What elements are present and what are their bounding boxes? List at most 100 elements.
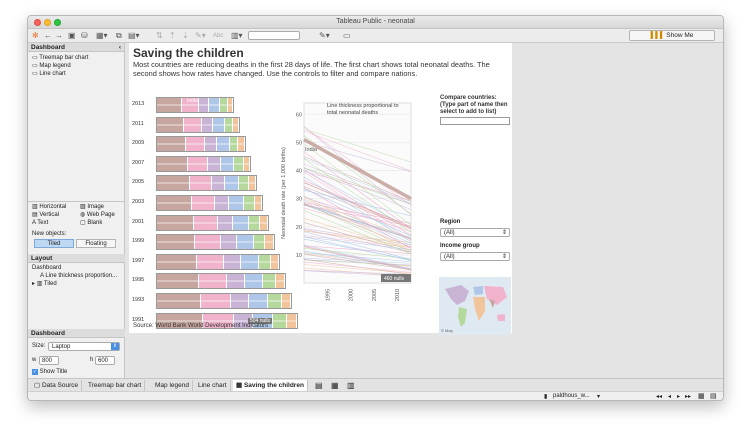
object-blank[interactable]: ▢ Blank [80,220,103,226]
treemap-segment[interactable] [157,156,188,171]
sheet-item-treemap[interactable]: ▭ Treemap bar chart [32,55,89,61]
country-line[interactable] [303,236,412,261]
treemap-segment[interactable] [220,98,228,112]
country-line[interactable] [303,182,412,229]
labels-icon[interactable]: Abc [213,33,224,39]
treemap-nulls-indicator[interactable]: 504 nulls [248,317,273,324]
minimize-window-button[interactable] [44,19,51,26]
treemap-segment[interactable] [227,274,246,289]
close-section-icon[interactable]: ‹ [118,44,121,51]
treemap-segment[interactable] [191,196,215,210]
country-line[interactable] [303,210,412,255]
treemap-segment[interactable] [239,176,250,191]
treemap-segment[interactable] [201,294,231,308]
back-icon[interactable]: ← [44,31,52,40]
treemap-segment[interactable] [233,313,254,328]
next-page-icon[interactable]: ▸ [677,394,681,400]
show-me-button[interactable]: ▌▌▌ Show Me [629,30,715,41]
object-text[interactable]: A Text [32,220,49,226]
fix-axes-icon[interactable]: ▥▾ [231,31,243,40]
country-line[interactable] [303,141,412,173]
chevron-right-icon[interactable]: ▸ [32,281,36,287]
treemap-segment[interactable] [230,294,250,308]
country-line[interactable] [303,187,412,249]
treemap-segment[interactable] [198,98,210,112]
country-line[interactable] [303,259,412,266]
close-window-button[interactable] [34,19,41,26]
treemap-segment[interactable] [245,274,264,289]
fit-select[interactable] [248,31,300,40]
treemap-segment[interactable] [157,235,196,250]
region-select[interactable]: (All) ⇕ [440,228,510,237]
treemap-segment[interactable] [241,254,259,269]
new-worksheet-icon[interactable]: ▤ [315,381,323,390]
treemap-segment[interactable] [213,117,225,132]
country-line[interactable] [303,157,412,204]
map-legend[interactable]: © Map [439,277,511,335]
country-line[interactable] [303,156,412,202]
country-line[interactable] [303,171,412,201]
prev-page-icon[interactable]: ◂ [668,394,672,400]
treemap-segment[interactable] [201,117,214,132]
tab-saving-the-children[interactable]: ▦ Saving the children [233,380,308,391]
layout-item-tiled[interactable]: ▸ ▥ Tiled [32,281,57,287]
treemap-segment[interactable] [224,254,242,269]
sheet-item-map-legend[interactable]: ▭ Map legend [32,63,71,69]
treemap-segment[interactable] [195,235,222,250]
country-line[interactable] [303,182,412,227]
size-select[interactable]: Laptop ⇕ [48,342,120,351]
treemap-segment[interactable] [225,176,240,191]
country-line[interactable] [303,151,412,230]
country-line[interactable] [303,245,412,270]
treemap-segment[interactable] [286,313,297,328]
country-line[interactable] [303,261,412,273]
list-view-icon[interactable]: ▤ [710,393,717,400]
country-line[interactable] [303,143,412,226]
country-line[interactable] [303,252,412,262]
country-line[interactable] [303,188,412,237]
treemap-segment[interactable] [243,156,251,171]
treemap-bar[interactable] [156,234,275,251]
treemap-segment[interactable] [249,294,269,308]
treemap-segment[interactable] [248,215,261,230]
country-line[interactable] [303,186,412,229]
country-line[interactable] [303,204,412,239]
treemap-segment[interactable] [157,176,190,191]
country-line[interactable] [303,231,412,260]
treemap-bar[interactable] [156,312,298,329]
treemap-segment[interactable] [260,215,268,230]
treemap-segment[interactable] [217,137,230,152]
country-line[interactable] [303,199,412,246]
treemap-bar[interactable] [156,175,258,192]
last-page-icon[interactable]: ▸▸ [685,394,692,400]
country-line[interactable] [303,218,412,251]
treemap-segment[interactable] [157,137,186,152]
treemap-segment[interactable] [157,98,183,112]
treemap-segment[interactable] [221,235,238,250]
treemap-bar[interactable] [156,253,281,270]
user-menu[interactable]: paldhous_w... [553,393,590,399]
country-line[interactable] [303,169,412,236]
maximize-window-button[interactable] [54,19,61,26]
treemap-bar[interactable] [156,214,269,231]
country-line[interactable] [303,228,412,253]
tab-line-chart[interactable]: Line chart [195,380,231,391]
treemap-segment[interactable] [253,235,266,250]
country-line[interactable] [303,128,412,163]
country-line[interactable] [303,203,412,240]
country-line[interactable] [303,126,412,206]
income-select[interactable]: (All) ⇕ [440,252,510,261]
tiled-button[interactable]: Tiled [34,239,74,248]
treemap-segment[interactable] [187,156,209,171]
country-line[interactable] [303,171,412,241]
country-line[interactable] [303,130,412,172]
object-web-page[interactable]: ◍ Web Page [80,212,115,218]
object-vertical[interactable]: ▤ Vertical [32,212,60,218]
treemap-segment[interactable] [157,313,204,328]
compare-input[interactable] [440,117,510,125]
new-dashboard-icon[interactable]: ▦ [331,381,339,390]
country-line[interactable] [303,168,412,210]
treemap-segment[interactable] [193,215,218,230]
treemap-segment[interactable] [157,294,202,308]
